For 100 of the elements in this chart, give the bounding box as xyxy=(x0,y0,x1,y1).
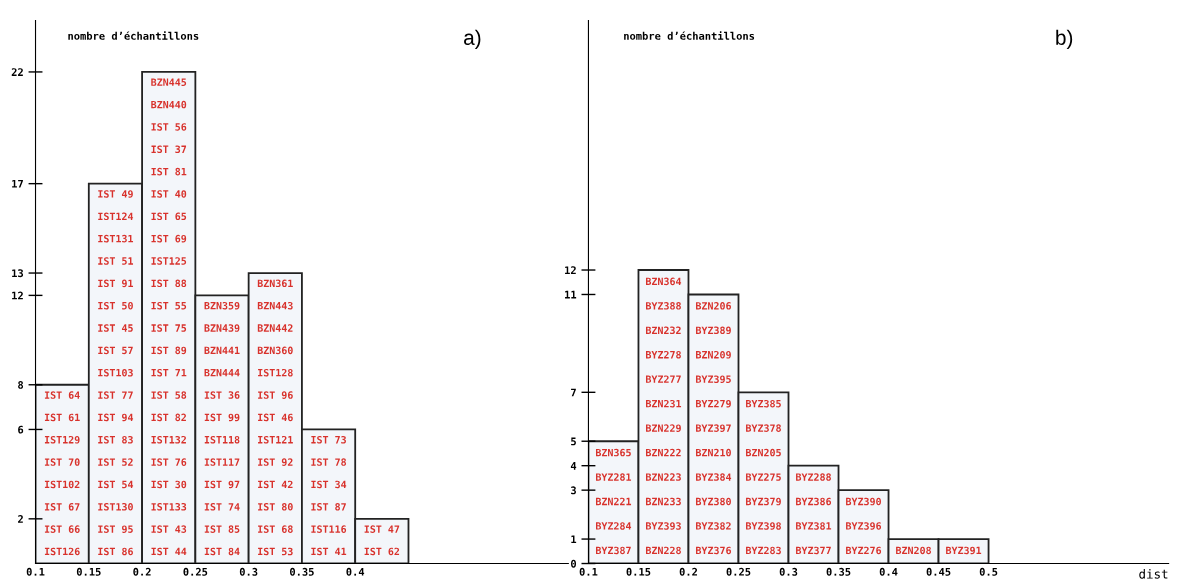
annotation: IST 62 xyxy=(364,547,400,556)
annotation: BYZ398 xyxy=(746,522,781,530)
annotation: IST 92 xyxy=(258,458,293,466)
annotation: BYZ380 xyxy=(696,497,731,506)
y-tick-label: 0 xyxy=(571,559,577,568)
annotation: IST121 xyxy=(258,435,293,444)
annotation: IST 78 xyxy=(311,458,346,466)
annotation: BZN365 xyxy=(596,448,631,457)
annotation: IST 91 xyxy=(98,279,134,288)
annotation: BZN232 xyxy=(646,326,681,335)
y-axis-title: nombre d’échantillons xyxy=(624,31,755,40)
x-tick-label: 0.25 xyxy=(726,567,751,576)
x-axis-title: dist xyxy=(1139,569,1168,579)
y-tick-label: 17 xyxy=(12,180,23,188)
annotation: BYZ386 xyxy=(796,497,832,506)
annotation: BYZ284 xyxy=(596,522,632,530)
annotation: IST 43 xyxy=(151,525,187,533)
annotation: IST129 xyxy=(44,435,80,444)
annotation: IST130 xyxy=(98,503,133,511)
y-tick-label: 22 xyxy=(11,68,23,76)
annotation: BYZ378 xyxy=(746,424,781,432)
annotation: IST131 xyxy=(98,234,134,243)
chart-title: b) xyxy=(1056,29,1073,50)
annotation: IST126 xyxy=(44,547,80,556)
annotation: IST 97 xyxy=(204,480,240,489)
x-tick-label: 0.1 xyxy=(579,567,598,576)
annotation: BZN364 xyxy=(646,277,682,286)
annotation: IST 65 xyxy=(151,212,187,221)
annotation: BYZ281 xyxy=(596,473,632,481)
annotation: BYZ382 xyxy=(696,522,731,530)
annotation: BZN233 xyxy=(646,497,681,506)
annotation: BYZ381 xyxy=(796,522,832,530)
annotation: IST102 xyxy=(44,480,80,489)
annotation: IST 95 xyxy=(98,525,133,533)
annotation: BZN229 xyxy=(646,424,681,432)
x-tick-label: 0.35 xyxy=(826,567,851,576)
annotation: IST 40 xyxy=(151,190,187,198)
x-tick-label: 0.35 xyxy=(290,567,314,576)
annotation: IST 47 xyxy=(364,525,400,533)
annotation: BYZ393 xyxy=(646,522,681,530)
x-tick-label: 0.4 xyxy=(346,567,365,576)
annotation: IST 71 xyxy=(151,368,187,377)
annotation: IST 76 xyxy=(151,458,187,466)
annotation: IST103 xyxy=(98,368,133,377)
annotation: BYZ288 xyxy=(796,473,831,481)
annotation: IST 69 xyxy=(151,234,187,243)
annotation: IST 45 xyxy=(98,324,133,332)
y-tick-label: 12 xyxy=(565,266,576,274)
annotation: BYZ385 xyxy=(746,399,781,408)
annotation: BZN222 xyxy=(646,448,681,457)
annotation: BYZ376 xyxy=(696,546,731,555)
annotation: IST 44 xyxy=(151,547,187,556)
annotation: IST132 xyxy=(151,435,186,444)
annotation: IST128 xyxy=(258,368,293,377)
annotation: IST 55 xyxy=(151,301,187,310)
y-tick-label: 5 xyxy=(571,437,576,446)
annotation: IST 80 xyxy=(258,503,293,511)
annotation: BZN439 xyxy=(204,324,240,332)
y-tick-label: 7 xyxy=(571,388,576,397)
y-tick-label: 6 xyxy=(18,425,24,434)
annotation: BYZ277 xyxy=(646,375,681,383)
annotation: IST 70 xyxy=(44,458,80,466)
annotation: BZN210 xyxy=(696,448,731,457)
annotation: IST 86 xyxy=(98,547,133,556)
x-tick-label: 0.15 xyxy=(76,567,101,576)
annotation: BZN440 xyxy=(151,100,187,109)
annotation: IST 61 xyxy=(44,413,80,422)
annotation: BZN442 xyxy=(257,324,293,332)
annotation: BYZ275 xyxy=(746,473,781,481)
annotation: BYZ384 xyxy=(696,473,732,481)
annotation: IST 68 xyxy=(258,525,293,533)
y-tick-label: 13 xyxy=(12,269,24,278)
annotation: IST117 xyxy=(204,458,240,466)
annotation: IST 51 xyxy=(98,257,134,265)
annotation: IST 64 xyxy=(44,391,80,399)
annotation: BZN209 xyxy=(696,350,731,359)
annotation: BYZ388 xyxy=(646,302,681,310)
annotation: BZN444 xyxy=(204,369,240,377)
annotation: IST 74 xyxy=(204,503,240,511)
annotation: BZN443 xyxy=(257,301,293,310)
annotation: BYZ391 xyxy=(946,546,982,555)
x-tick-label: 0.5 xyxy=(979,567,998,576)
annotation: IST 94 xyxy=(98,413,134,422)
annotation: BYZ389 xyxy=(696,326,731,335)
annotation: IST 85 xyxy=(204,525,240,533)
annotation: IST 37 xyxy=(151,145,187,154)
annotation: IST 42 xyxy=(258,480,293,489)
annotation: IST 52 xyxy=(98,458,133,466)
annotation: IST124 xyxy=(98,212,134,221)
annotation: IST 75 xyxy=(151,324,187,332)
annotation: BZN361 xyxy=(257,279,293,288)
annotation: BZN206 xyxy=(696,302,731,310)
annotation: IST 87 xyxy=(311,503,346,511)
annotation: BYZ396 xyxy=(846,522,882,530)
annotation: BZN231 xyxy=(646,399,682,408)
annotation: IST 49 xyxy=(98,190,133,198)
annotation: IST 57 xyxy=(98,346,133,355)
y-tick-label: 2 xyxy=(18,515,23,523)
annotation: IST133 xyxy=(151,503,187,511)
annotation: IST 88 xyxy=(151,279,187,288)
